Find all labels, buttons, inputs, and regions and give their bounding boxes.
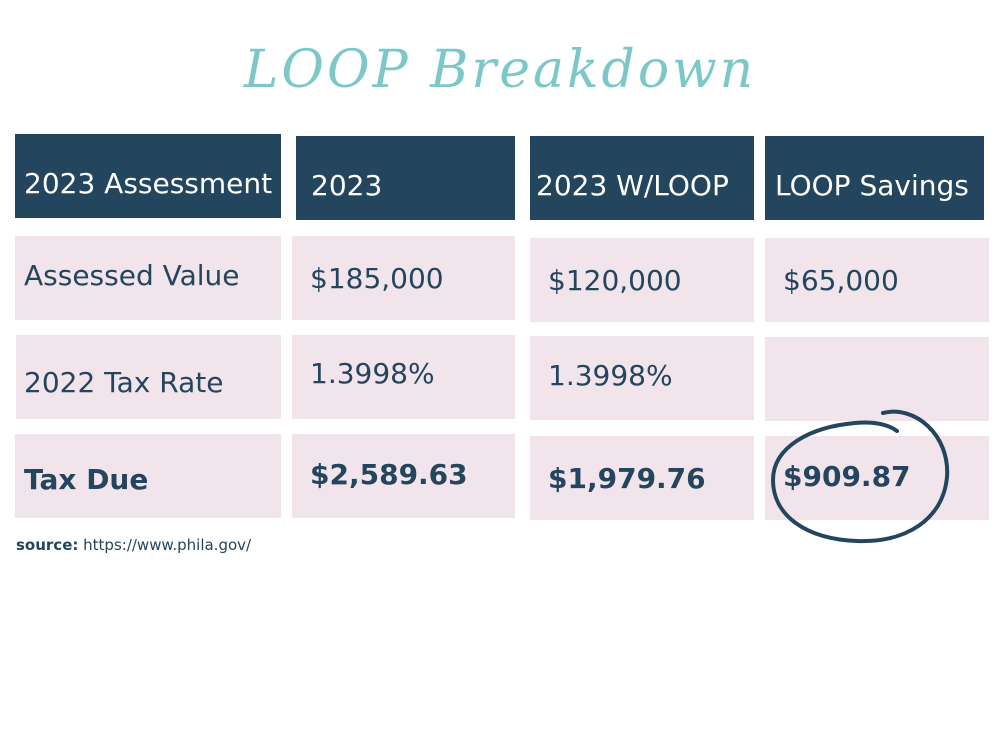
table-cell: $65,000 <box>765 238 989 322</box>
header-label: LOOP Savings <box>775 168 969 202</box>
header-cell-2023: 2023 <box>296 136 515 220</box>
header-label: 2023 W/LOOP <box>536 168 729 202</box>
cell-value: $120,000 <box>548 263 682 297</box>
source-label: source: <box>16 536 79 554</box>
cell-value: $909.87 <box>783 459 911 493</box>
row-label: Assessed Value <box>24 258 240 292</box>
table-cell: $185,000 <box>292 236 515 320</box>
table-cell: $909.87 <box>765 436 989 520</box>
row-label-assessed-value: Assessed Value <box>15 236 281 320</box>
header-label: 2023 Assessment <box>24 166 273 200</box>
row-label: 2022 Tax Rate <box>24 365 224 399</box>
header-cell-2023-with-loop: 2023 W/LOOP <box>530 136 754 220</box>
table-cell: 1.3998% <box>530 336 754 420</box>
header-cell-loop-savings: LOOP Savings <box>765 136 984 220</box>
table-cell: $1,979.76 <box>530 436 754 520</box>
table-cell: 1.3998% <box>292 335 515 419</box>
table-cell: $120,000 <box>530 238 754 322</box>
cell-value: 1.3998% <box>310 356 435 390</box>
source-url: https://www.phila.gov/ <box>83 536 252 554</box>
table-cell <box>765 337 989 421</box>
cell-value: $185,000 <box>310 261 444 295</box>
cell-value: $65,000 <box>783 263 899 297</box>
cell-value: $2,589.63 <box>310 457 468 491</box>
row-label: Tax Due <box>24 462 149 496</box>
source-line: source: https://www.phila.gov/ <box>16 536 251 554</box>
row-label-tax-rate: 2022 Tax Rate <box>16 335 281 419</box>
page-title: LOOP Breakdown <box>243 40 757 100</box>
cell-value: $1,979.76 <box>548 461 706 495</box>
header-label: 2023 <box>311 168 383 202</box>
table-cell: $2,589.63 <box>292 434 515 518</box>
header-cell-assessment: 2023 Assessment <box>15 134 281 218</box>
row-label-tax-due: Tax Due <box>15 434 281 518</box>
cell-value: 1.3998% <box>548 358 673 392</box>
